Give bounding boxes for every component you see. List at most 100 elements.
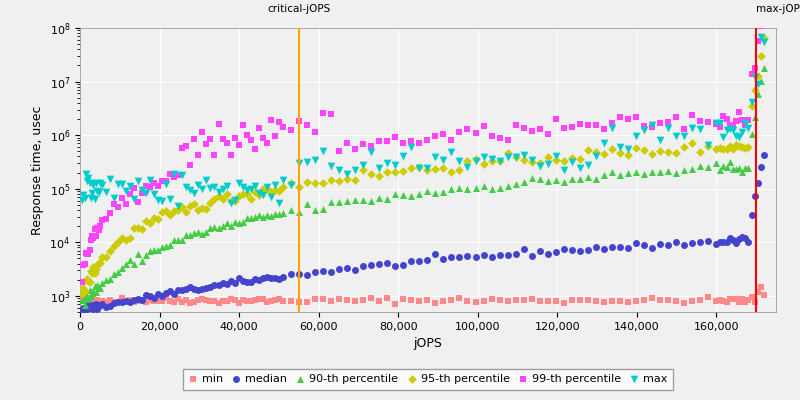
90-th percentile [558, 178, 570, 185]
95-th percentile [176, 204, 189, 210]
min [754, 284, 767, 290]
95-th percentile [702, 143, 714, 149]
99-th percentile [220, 140, 233, 146]
99-th percentile [309, 128, 322, 135]
min [437, 298, 450, 304]
max [148, 191, 161, 198]
median [526, 252, 538, 259]
max [285, 182, 298, 188]
95-th percentile [654, 148, 666, 154]
min [723, 296, 736, 302]
min [232, 300, 245, 306]
max [188, 190, 201, 196]
median [598, 246, 610, 252]
median [485, 254, 498, 260]
95-th percentile [606, 146, 618, 153]
90-th percentile [81, 293, 94, 299]
median [88, 303, 101, 309]
min [742, 296, 755, 303]
max [232, 180, 245, 186]
median [83, 305, 96, 312]
90-th percentile [132, 250, 145, 257]
max [78, 194, 91, 201]
max [192, 182, 205, 189]
95-th percentile [75, 291, 88, 297]
99-th percentile [437, 131, 450, 137]
min [526, 296, 538, 302]
max [736, 129, 749, 135]
median [437, 255, 450, 262]
95-th percentile [144, 220, 157, 226]
median [726, 237, 739, 243]
90-th percentile [614, 172, 626, 178]
min [686, 297, 698, 304]
99-th percentile [733, 109, 746, 115]
99-th percentile [208, 152, 221, 158]
95-th percentile [670, 150, 682, 157]
90-th percentile [526, 175, 538, 182]
min [365, 295, 378, 302]
max [421, 165, 434, 171]
median [720, 239, 733, 245]
max [534, 163, 546, 169]
min [373, 297, 386, 304]
min [77, 298, 90, 304]
min [598, 299, 610, 306]
min [349, 298, 362, 304]
90-th percentile [381, 195, 394, 202]
min [103, 297, 116, 303]
max [115, 181, 128, 187]
max [526, 157, 538, 164]
99-th percentile [510, 122, 522, 128]
min [86, 298, 98, 304]
99-th percentile [212, 120, 225, 127]
90-th percentile [164, 242, 177, 248]
95-th percentile [461, 158, 474, 164]
90-th percentile [373, 195, 386, 201]
90-th percentile [244, 214, 257, 221]
95-th percentile [733, 143, 746, 150]
median [136, 296, 149, 303]
max [90, 180, 102, 186]
max [694, 126, 706, 133]
99-th percentile [598, 126, 610, 132]
95-th percentile [646, 151, 658, 157]
max [273, 199, 286, 206]
99-th percentile [542, 131, 554, 137]
90-th percentile [678, 167, 690, 174]
median [265, 274, 278, 281]
90-th percentile [85, 293, 98, 299]
90-th percentile [654, 169, 666, 175]
max [754, 34, 767, 40]
median [212, 282, 225, 288]
max [710, 120, 722, 126]
95-th percentile [389, 169, 402, 175]
max [160, 180, 173, 187]
median [224, 278, 237, 284]
min [510, 296, 522, 303]
99-th percentile [678, 126, 690, 132]
90-th percentile [204, 225, 217, 231]
min [140, 299, 153, 305]
median [477, 252, 490, 258]
median [542, 251, 554, 258]
99-th percentile [216, 136, 229, 143]
min [99, 299, 112, 305]
95-th percentile [260, 186, 273, 192]
median [192, 286, 205, 293]
99-th percentile [477, 123, 490, 129]
max [646, 122, 658, 128]
90-th percentile [91, 282, 104, 288]
median [678, 242, 690, 248]
median [373, 260, 386, 267]
90-th percentile [714, 167, 726, 173]
90-th percentile [144, 248, 157, 254]
min [453, 295, 466, 302]
99-th percentile [136, 190, 149, 197]
max [714, 120, 726, 126]
95-th percentile [325, 177, 338, 183]
95-th percentile [742, 144, 755, 150]
95-th percentile [91, 262, 104, 268]
max [92, 188, 105, 195]
max [111, 180, 124, 187]
